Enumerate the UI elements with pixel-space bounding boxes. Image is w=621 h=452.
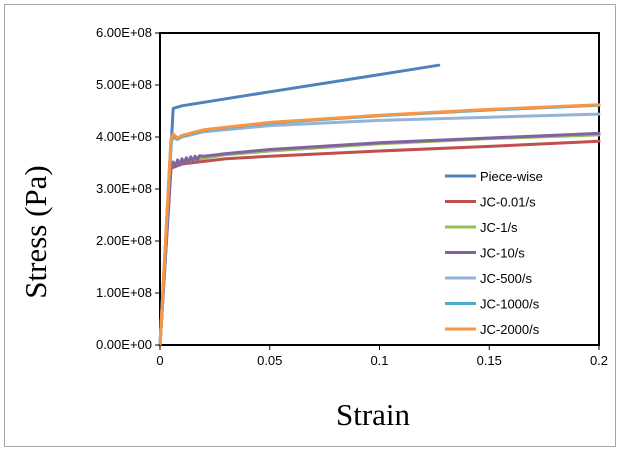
legend-label: JC-0.01/s bbox=[480, 195, 536, 210]
x-tick-label: 0.05 bbox=[257, 353, 282, 368]
x-tick-label: 0.1 bbox=[370, 353, 388, 368]
axes-layer: 0.00E+00 1.00E+08 2.00E+08 3.00E+08 4.00E+08… bbox=[96, 25, 608, 368]
y-tick-label: 0.00E+00 bbox=[96, 337, 152, 352]
x-tick-label: 0 bbox=[156, 353, 163, 368]
y-tick-label: 6.00E+08 bbox=[96, 25, 152, 40]
legend-label: JC-500/s bbox=[480, 271, 533, 286]
y-tick-label: 3.00E+08 bbox=[96, 181, 152, 196]
y-tick-label: 1.00E+08 bbox=[96, 285, 152, 300]
legend-label: JC-1000/s bbox=[480, 297, 540, 312]
series-layer bbox=[158, 63, 601, 347]
x-tick-label: 0.2 bbox=[590, 353, 608, 368]
plot-area bbox=[159, 32, 600, 346]
series-line-jc-10-s bbox=[158, 131, 601, 347]
legend: Piece-wise JC-0.01/s JC-1/s JC-10/s JC-500/s… bbox=[445, 169, 543, 337]
legend-label: Piece-wise bbox=[480, 169, 543, 184]
series-line-jc-2000-s bbox=[158, 103, 601, 347]
plot-border bbox=[159, 32, 600, 346]
x-tick-label: 0.15 bbox=[477, 353, 502, 368]
legend-label: JC-2000/s bbox=[480, 322, 540, 337]
y-tick-label: 4.00E+08 bbox=[96, 129, 152, 144]
y-axis-title: Stress (Pa) bbox=[18, 165, 53, 298]
y-tick-label: 2.00E+08 bbox=[96, 233, 152, 248]
y-tick-label: 5.00E+08 bbox=[96, 77, 152, 92]
series-line-jc-0-01-s bbox=[158, 139, 601, 347]
legend-label: JC-10/s bbox=[480, 246, 525, 261]
legend-label: JC-1/s bbox=[480, 220, 518, 235]
x-axis-title: Strain bbox=[336, 397, 411, 432]
